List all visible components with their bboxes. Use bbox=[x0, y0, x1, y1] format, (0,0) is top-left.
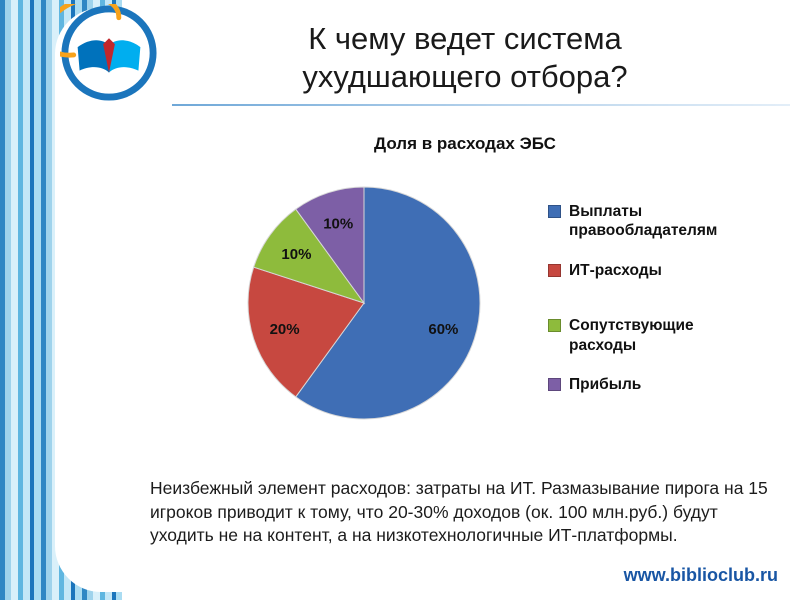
slide-title: К чему ведет система ухудшающего отбора? bbox=[150, 20, 780, 96]
legend-label: Сопутствующие расходы bbox=[569, 317, 694, 354]
pie-slice-1 bbox=[247, 266, 365, 398]
legend-label: ИТ-расходы bbox=[569, 261, 662, 279]
chart-title: Доля в расходах ЭБС bbox=[374, 134, 556, 153]
chart-legend: Выплаты правообладателям ИТ-расходы Сопу… bbox=[548, 202, 748, 394]
legend-swatch-red bbox=[548, 263, 561, 277]
pie-chart-svg: 60% 20% 10% 10% bbox=[247, 186, 481, 420]
pie-slice-label-2: 10% bbox=[281, 246, 311, 263]
pie-slice-2 bbox=[253, 208, 366, 304]
legend-swatch-blue bbox=[548, 205, 561, 218]
slide-title-line1: К чему ведет система bbox=[308, 21, 622, 56]
legend-item-profit: Прибыль bbox=[548, 375, 748, 394]
footer-url-link[interactable]: www.biblioclub.ru bbox=[623, 565, 778, 585]
legend-item-payouts: Выплаты правообладателям bbox=[548, 202, 748, 241]
legend-swatch-purple bbox=[548, 377, 561, 391]
legend-item-related-costs: Сопутствующие расходы bbox=[548, 316, 748, 355]
pie-slice-label-0: 60% bbox=[428, 321, 458, 338]
logo-book-right-page bbox=[109, 40, 141, 73]
legend-swatch-green bbox=[548, 319, 561, 333]
logo-book-spine bbox=[103, 38, 115, 73]
slide-body-paragraph: Неизбежный элемент расходов: затраты на … bbox=[150, 478, 768, 546]
pie-slice-0 bbox=[295, 186, 481, 420]
legend-item-it-costs: ИТ-расходы bbox=[548, 261, 748, 280]
slide-title-line2: ухудшающего отбора? bbox=[302, 58, 628, 94]
pie-slice-label-3: 10% bbox=[323, 216, 353, 233]
logo-book-left-page bbox=[77, 40, 109, 73]
pie-slice-label-1: 20% bbox=[270, 321, 300, 338]
pie-slice-3 bbox=[295, 186, 365, 305]
title-divider-line bbox=[172, 104, 790, 106]
biblioclub-book-logo bbox=[60, 4, 157, 101]
legend-label: Прибыль bbox=[569, 375, 642, 393]
legend-label: Выплаты правообладателям bbox=[569, 203, 718, 240]
